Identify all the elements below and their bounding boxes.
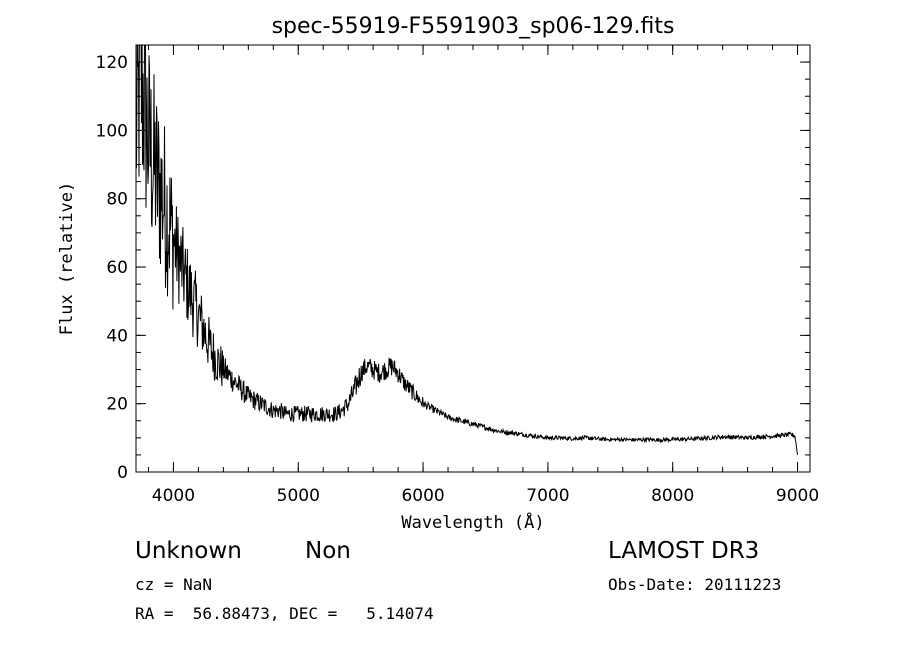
y-tick-label: 20 bbox=[106, 395, 128, 415]
coordinates-label: RA = 56.88473, DEC = 5.14074 bbox=[135, 604, 434, 623]
x-tick-label: 5000 bbox=[277, 486, 320, 506]
plot-frame bbox=[135, 44, 811, 473]
y-tick-label: 100 bbox=[96, 121, 128, 141]
y-tick-label: 40 bbox=[106, 326, 128, 346]
x-tick-label: 6000 bbox=[401, 486, 444, 506]
x-tick-label: 7000 bbox=[526, 486, 569, 506]
y-tick-label: 120 bbox=[96, 53, 128, 73]
survey-label: LAMOST DR3 bbox=[608, 538, 760, 564]
obs-date-label: Obs-Date: 20111223 bbox=[608, 575, 782, 594]
redshift-label: cz = NaN bbox=[135, 575, 213, 594]
y-tick-label: 80 bbox=[106, 190, 128, 210]
x-tick-label: 8000 bbox=[651, 486, 694, 506]
y-tick-label: 0 bbox=[117, 463, 128, 483]
chart-title: spec-55919-F5591903_sp06-129.fits bbox=[272, 14, 675, 39]
object-class-label: Unknown bbox=[135, 538, 242, 564]
subclass-label: Non bbox=[305, 538, 351, 564]
x-tick-label: 4000 bbox=[152, 486, 195, 506]
x-axis-label: Wavelength (Å) bbox=[401, 511, 544, 533]
y-tick-label: 60 bbox=[106, 258, 128, 278]
x-tick-label: 9000 bbox=[776, 486, 819, 506]
y-axis-label: Flux (relative) bbox=[57, 182, 77, 336]
spectrum-line bbox=[136, 45, 798, 455]
